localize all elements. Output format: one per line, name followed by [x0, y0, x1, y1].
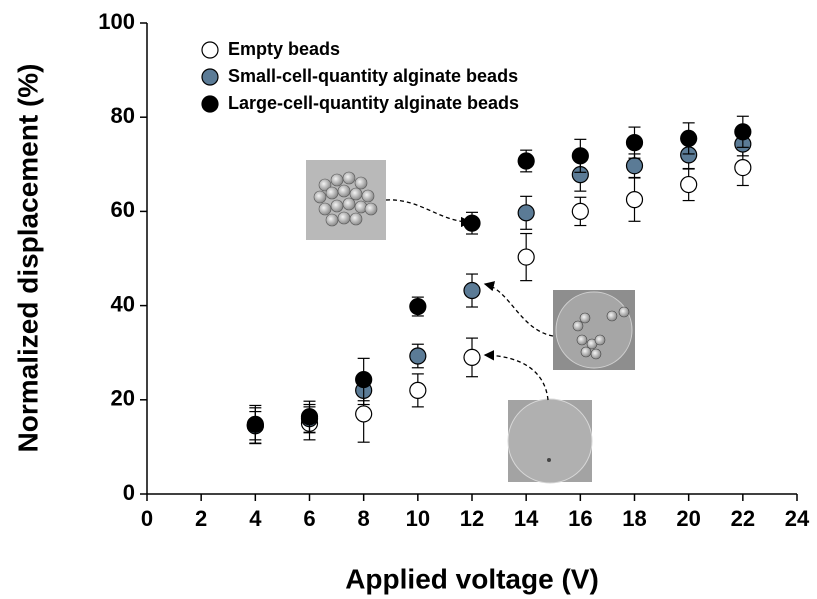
legend-label: Small-cell-quantity alginate beads	[228, 66, 518, 86]
x-tick-label: 24	[785, 506, 810, 531]
x-tick-label: 0	[141, 506, 153, 531]
point	[571, 202, 589, 220]
point	[463, 348, 481, 367]
point	[625, 134, 644, 152]
x-tick-label: 18	[622, 506, 646, 531]
legend-marker	[201, 95, 219, 113]
point	[625, 191, 644, 209]
x-axis-title: Applied voltage (V)	[345, 563, 599, 594]
point	[517, 248, 535, 266]
x-tick-label: 20	[676, 506, 700, 531]
point	[300, 408, 319, 426]
point	[517, 152, 535, 170]
legend-label: Large-cell-quantity alginate beads	[228, 93, 519, 113]
x-tick-label: 8	[358, 506, 370, 531]
point	[355, 405, 373, 423]
point	[625, 157, 644, 175]
point	[246, 415, 264, 433]
x-tick-label: 4	[249, 506, 262, 531]
point	[680, 175, 698, 194]
x-tick-label: 22	[731, 506, 755, 531]
x-tick-label: 2	[195, 506, 207, 531]
x-tick-label: 12	[460, 506, 484, 531]
point	[409, 297, 427, 316]
point	[571, 147, 589, 165]
point	[409, 347, 427, 365]
legend-marker	[201, 68, 219, 86]
inset-images	[306, 160, 635, 484]
point	[734, 158, 752, 177]
y-tick-label: 20	[111, 386, 135, 411]
y-tick-label: 0	[123, 480, 135, 505]
point	[409, 381, 427, 399]
point	[463, 214, 481, 232]
y-axis-title: Normalized displacement (%)	[12, 64, 43, 453]
y-tick-label: 80	[111, 103, 135, 128]
x-tick-label: 14	[514, 506, 539, 531]
legend-marker	[201, 41, 219, 59]
x-tick-label: 16	[568, 506, 592, 531]
legend-label: Empty beads	[228, 39, 340, 59]
y-tick-label: 100	[98, 9, 135, 34]
y-tick-label: 60	[111, 197, 135, 222]
x-tick-label: 6	[303, 506, 315, 531]
arrows	[385, 199, 554, 401]
point	[463, 281, 481, 300]
y-tick-label: 40	[111, 291, 135, 316]
point	[680, 129, 698, 147]
point	[355, 370, 373, 389]
point	[517, 204, 535, 222]
point	[734, 123, 752, 141]
x-tick-label: 10	[406, 506, 430, 531]
